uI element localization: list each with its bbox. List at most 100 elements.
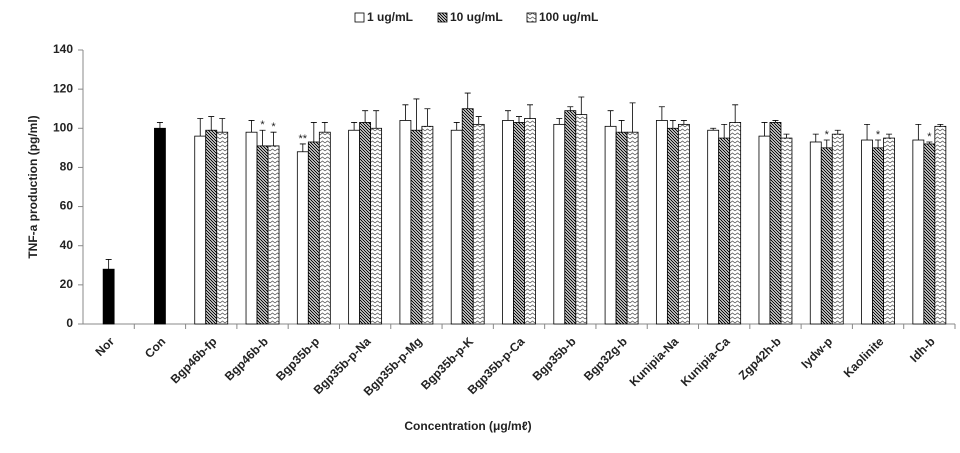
- error-bar: [321, 122, 328, 133]
- bar: [461, 108, 474, 325]
- bar: [934, 125, 947, 325]
- bar: [883, 137, 895, 325]
- y-axis-title: TNF-a production (pg/ml): [26, 115, 40, 258]
- significance-mark: *: [927, 131, 932, 143]
- error-bar: [864, 123, 871, 141]
- error-bar: [658, 106, 665, 121]
- error-bar: [156, 122, 163, 129]
- bar: [769, 122, 782, 325]
- error-bar: [567, 106, 574, 111]
- bar: [831, 133, 844, 325]
- bar: [626, 131, 639, 325]
- error-bar: [761, 122, 768, 137]
- bar: [758, 135, 771, 325]
- y-tick-label: 80: [60, 160, 74, 174]
- x-tick-label: Bgp35b-p: [273, 334, 322, 383]
- bar: [655, 120, 668, 325]
- error-bar: [629, 102, 636, 133]
- bar: [604, 125, 617, 325]
- bar: [472, 123, 485, 325]
- bar: [359, 122, 372, 325]
- error-bar: [424, 108, 431, 127]
- legend-swatch: [526, 12, 537, 23]
- bar: [399, 120, 412, 325]
- significance-mark: *: [271, 121, 276, 133]
- y-tick-label: 0: [66, 316, 73, 330]
- x-tick-label: Bgp46b-b: [222, 334, 271, 383]
- bar: [205, 129, 218, 325]
- error-bar: [834, 129, 841, 135]
- bar: [194, 135, 207, 325]
- error-bar: [351, 122, 358, 131]
- bar: [348, 129, 361, 325]
- error-bar: [310, 122, 317, 142]
- bar: [502, 120, 514, 325]
- error-bar: [721, 123, 728, 139]
- bar: [861, 139, 873, 325]
- error-bar: [875, 139, 882, 148]
- bar: [524, 118, 536, 325]
- legend-label: 10 ug/mL: [450, 10, 503, 24]
- legend-label: 1 ug/mL: [367, 10, 413, 24]
- bar: [729, 122, 742, 325]
- bar: [421, 125, 434, 325]
- error-bar: [937, 123, 944, 127]
- bar: [513, 122, 525, 325]
- error-bar: [516, 116, 522, 123]
- significance-mark: *: [825, 129, 830, 141]
- bar: [410, 129, 423, 325]
- error-bar: [413, 98, 420, 131]
- error-bar: [299, 143, 306, 152]
- bar: [575, 114, 588, 325]
- significance-mark: *: [260, 119, 265, 131]
- x-tick-label: Bgp35b-b: [530, 334, 579, 383]
- error-bar: [219, 118, 226, 133]
- bar: [666, 127, 679, 325]
- significance-mark: *: [876, 129, 881, 141]
- error-bar: [732, 104, 739, 123]
- bar: [923, 143, 936, 325]
- error-bar: [475, 116, 482, 125]
- error-bar: [248, 120, 255, 133]
- error-bar: [710, 127, 717, 131]
- error-bar: [578, 96, 585, 115]
- legend-swatch: [354, 12, 365, 23]
- legend-label: 100 ug/mL: [539, 10, 598, 24]
- error-bar: [812, 133, 819, 142]
- error-bar: [402, 104, 409, 121]
- x-tick-label: Kaolinite: [841, 334, 887, 380]
- error-bar: [259, 129, 266, 146]
- bar: [912, 139, 925, 325]
- bar: [318, 131, 331, 325]
- error-bar: [208, 116, 215, 131]
- error-bar: [105, 259, 112, 270]
- bar: [809, 141, 822, 325]
- x-tick-label: Zgp42h-b: [736, 334, 784, 382]
- x-tick-label: Kunipia-Ca: [678, 334, 733, 389]
- error-bar: [556, 118, 563, 125]
- bar: [872, 147, 884, 325]
- y-tick-label: 60: [60, 199, 74, 213]
- bar: [677, 123, 690, 325]
- bar: [296, 151, 309, 325]
- bar: [102, 268, 115, 325]
- error-bar: [618, 120, 625, 133]
- y-tick-label: 20: [60, 277, 74, 291]
- y-tick-label: 40: [60, 238, 74, 252]
- error-bar: [915, 123, 922, 141]
- bar: [154, 127, 166, 325]
- x-tick-label: Bgp46b-fp: [168, 334, 220, 386]
- bar: [307, 141, 320, 325]
- bar: [553, 123, 566, 325]
- error-bar: [464, 92, 471, 109]
- significance-mark: **: [299, 133, 308, 145]
- error-bar: [197, 118, 204, 137]
- bar: [718, 137, 731, 325]
- error-bar: [527, 104, 533, 119]
- bar: [450, 129, 463, 325]
- x-tick-label: Idh-b: [907, 334, 938, 365]
- error-bar: [783, 133, 790, 139]
- bar: [267, 145, 280, 325]
- bar: [216, 131, 229, 325]
